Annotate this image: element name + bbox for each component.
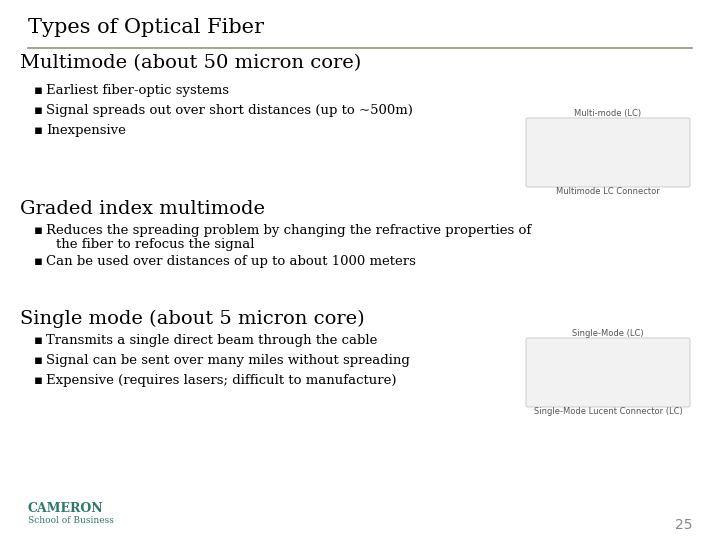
Text: Graded index multimode: Graded index multimode: [20, 200, 265, 218]
Text: ▪: ▪: [34, 84, 43, 97]
Text: 25: 25: [675, 518, 692, 532]
Text: the fiber to refocus the signal: the fiber to refocus the signal: [56, 238, 254, 251]
Text: ▪: ▪: [34, 354, 43, 367]
Text: CAMERON: CAMERON: [28, 502, 104, 515]
Text: Reduces the spreading problem by changing the refractive properties of: Reduces the spreading problem by changin…: [46, 224, 531, 237]
Text: ▪: ▪: [34, 124, 43, 137]
Text: Signal can be sent over many miles without spreading: Signal can be sent over many miles witho…: [46, 354, 410, 367]
FancyBboxPatch shape: [526, 118, 690, 187]
Text: Inexpensive: Inexpensive: [46, 124, 126, 137]
FancyBboxPatch shape: [526, 338, 690, 407]
Text: Expensive (requires lasers; difficult to manufacture): Expensive (requires lasers; difficult to…: [46, 374, 397, 387]
Text: Transmits a single direct beam through the cable: Transmits a single direct beam through t…: [46, 334, 377, 347]
Text: Multimode LC Connector: Multimode LC Connector: [556, 187, 660, 196]
Text: Signal spreads out over short distances (up to ~500m): Signal spreads out over short distances …: [46, 104, 413, 117]
Text: Single-Mode (LC): Single-Mode (LC): [572, 329, 644, 338]
Text: Can be used over distances of up to about 1000 meters: Can be used over distances of up to abou…: [46, 255, 416, 268]
Text: Single mode (about 5 micron core): Single mode (about 5 micron core): [20, 310, 364, 328]
Text: ▪: ▪: [34, 224, 43, 237]
Text: ▪: ▪: [34, 374, 43, 387]
Text: Multi-mode (LC): Multi-mode (LC): [575, 109, 642, 118]
Text: ▪: ▪: [34, 104, 43, 117]
Text: ▪: ▪: [34, 334, 43, 347]
Text: School of Business: School of Business: [28, 516, 114, 525]
Text: Types of Optical Fiber: Types of Optical Fiber: [28, 18, 264, 37]
Text: Earliest fiber-optic systems: Earliest fiber-optic systems: [46, 84, 229, 97]
Text: Multimode (about 50 micron core): Multimode (about 50 micron core): [20, 54, 361, 72]
Text: ▪: ▪: [34, 255, 43, 268]
Text: Single-Mode Lucent Connector (LC): Single-Mode Lucent Connector (LC): [534, 407, 683, 416]
